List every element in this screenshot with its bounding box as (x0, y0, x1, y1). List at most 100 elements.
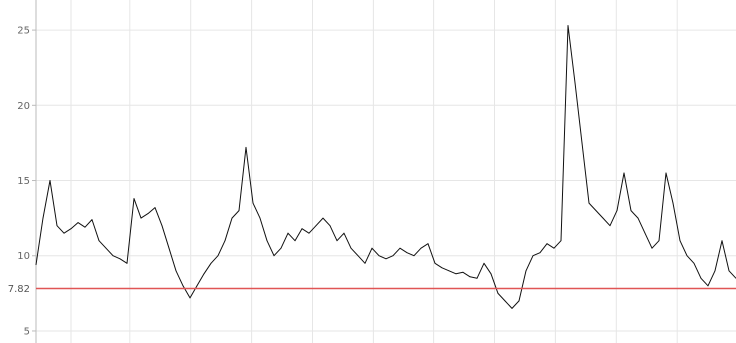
data-point (371, 247, 373, 249)
data-point (721, 240, 723, 242)
data-point (203, 273, 205, 275)
data-point (112, 255, 114, 257)
y-tick-label: 10 (17, 251, 30, 262)
y-tick-label: 20 (17, 101, 30, 112)
data-point (378, 255, 380, 257)
data-point (658, 240, 660, 242)
data-point (224, 240, 226, 242)
data-point (154, 207, 156, 209)
data-point (588, 202, 590, 204)
data-point (581, 142, 583, 144)
data-point (189, 297, 191, 299)
data-point (308, 232, 310, 234)
data-point (504, 300, 506, 302)
data-point (287, 232, 289, 234)
data-point (553, 247, 555, 249)
data-point (518, 300, 520, 302)
data-point (595, 210, 597, 212)
data-point (133, 198, 135, 199)
data-point (525, 270, 527, 272)
data-point (49, 180, 51, 181)
data-point (84, 226, 86, 228)
data-point (301, 228, 303, 230)
data-point (609, 225, 611, 227)
data-point (42, 217, 44, 219)
data-point (273, 255, 275, 257)
data-point (147, 213, 149, 215)
data-point (322, 217, 324, 219)
data-point (329, 225, 331, 227)
data-point (364, 262, 366, 264)
data-point (252, 202, 254, 204)
data-point (427, 243, 429, 245)
data-point (532, 255, 534, 257)
y-axis-ticks: 5 10 15 20 25 (17, 26, 36, 337)
data-point (35, 264, 37, 266)
data-point (385, 258, 387, 260)
reference-line-label: 7.82 (8, 284, 30, 295)
data-point (343, 232, 345, 234)
data-point (91, 219, 93, 221)
data-point (651, 247, 653, 249)
data-point (434, 262, 436, 264)
data-point (210, 262, 212, 264)
data-point (700, 277, 702, 279)
data-point (294, 240, 296, 242)
y-tick-label: 5 (24, 326, 30, 337)
data-point (616, 210, 618, 212)
data-point (399, 247, 401, 249)
data-point (560, 240, 562, 242)
data-point (490, 273, 492, 275)
data-point (602, 217, 604, 219)
data-point (126, 262, 128, 264)
data-point (693, 262, 695, 264)
data-point (546, 243, 548, 245)
data-point (728, 270, 730, 272)
data-point (441, 267, 443, 269)
data-point (182, 285, 184, 287)
data-point (448, 270, 450, 272)
data-point (196, 285, 198, 287)
data-point (637, 217, 639, 219)
data-point (63, 232, 65, 234)
data-point (238, 210, 240, 212)
data-point (392, 255, 394, 257)
data-point (574, 82, 576, 84)
data-point (714, 270, 716, 272)
data-point (567, 25, 569, 26)
data-point (420, 247, 422, 249)
data-point (168, 247, 170, 249)
data-point (455, 273, 457, 275)
data-point (644, 232, 646, 234)
y-tick-label: 15 (17, 176, 30, 187)
data-point (161, 225, 163, 227)
data-point (707, 285, 709, 287)
data-point (679, 240, 681, 242)
data-point (140, 217, 142, 219)
data-point (105, 247, 107, 249)
data-point (497, 292, 499, 294)
data-point (175, 270, 177, 272)
data-point (336, 240, 338, 242)
data-point (266, 240, 268, 242)
data-point (245, 147, 247, 148)
data-point (98, 240, 100, 242)
series-group (35, 25, 736, 309)
data-point (413, 255, 415, 257)
data-point (77, 222, 79, 224)
data-point (686, 255, 688, 257)
data-point (217, 255, 219, 257)
vertical-gridlines (70, 0, 678, 343)
data-point (665, 172, 667, 174)
data-point (476, 277, 478, 279)
data-point (539, 252, 541, 254)
data-point (259, 217, 261, 219)
series-line-0 (35, 25, 736, 309)
data-point (483, 262, 485, 264)
data-point (119, 258, 121, 260)
data-point (231, 217, 233, 219)
y-tick-label: 25 (17, 26, 30, 37)
data-point (630, 210, 632, 212)
data-point (70, 228, 72, 230)
